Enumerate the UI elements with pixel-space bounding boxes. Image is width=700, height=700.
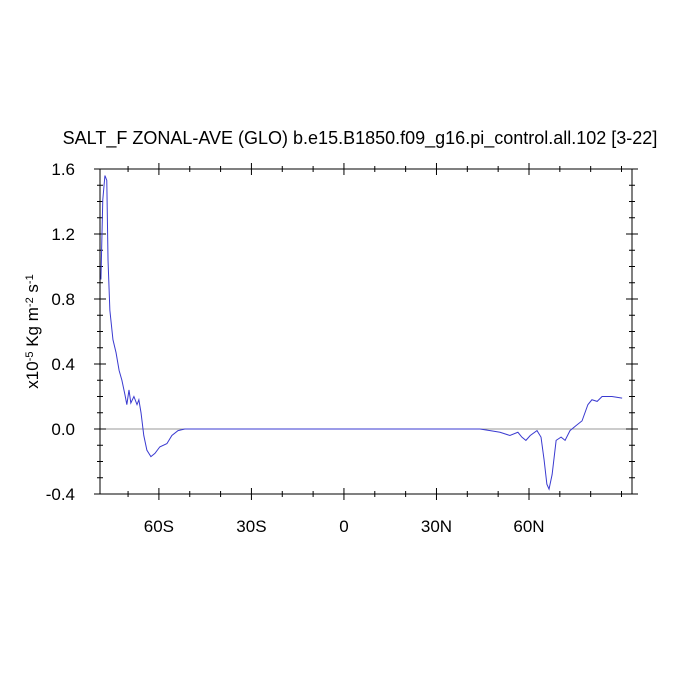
y-tick-label: 1.2 [51, 225, 75, 244]
x-tick-label: 60S [144, 517, 174, 536]
data-line [100, 175, 623, 491]
y-tick-label: 0.0 [51, 420, 75, 439]
y-tick-label: -0.4 [46, 485, 75, 504]
y-axis-label-part: s [23, 284, 42, 297]
x-tick-label: 0 [339, 517, 348, 536]
y-axis-label-part: -1 [24, 274, 36, 284]
y-axis-label-part: -5 [24, 352, 36, 362]
y-axis-label-part: x10 [23, 361, 42, 388]
plot-frame [99, 168, 633, 495]
chart-title: SALT_F ZONAL-AVE (GLO) b.e15.B1850.f09_g… [63, 128, 658, 149]
x-tick-label: 60N [513, 517, 544, 536]
y-axis-label: x10-5 Kg m-2 s-1 [23, 274, 42, 388]
y-axis-label-part: Kg m [23, 307, 42, 351]
y-axis-label-part: -2 [24, 297, 36, 307]
y-tick-label: 0.8 [51, 290, 75, 309]
x-tick-label: 30N [421, 517, 452, 536]
x-tick-label: 30S [236, 517, 266, 536]
y-tick-label: 0.4 [51, 355, 75, 374]
y-tick-label: 1.6 [51, 160, 75, 179]
